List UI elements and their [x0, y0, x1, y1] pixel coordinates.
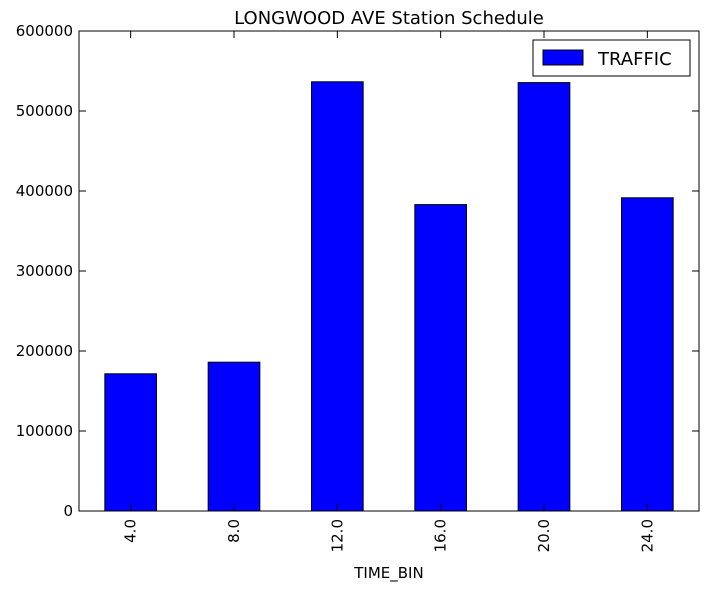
- axes-frame: [78, 30, 700, 512]
- bar-16-0: [414, 204, 468, 512]
- chart-title: LONGWOOD AVE Station Schedule: [234, 8, 544, 29]
- legend-swatch: [542, 49, 584, 66]
- y-tick-label: 400000: [16, 182, 73, 200]
- bar-20-0: [517, 82, 571, 512]
- x-axis-label: TIME_BIN: [353, 564, 423, 583]
- legend-label: TRAFFIC: [597, 49, 672, 70]
- x-tick-label: 8.0: [225, 519, 243, 543]
- y-tick-label: 100000: [16, 422, 73, 440]
- bar-12-0: [311, 81, 364, 512]
- bar-24-0: [621, 197, 674, 512]
- y-tick-label: 0: [63, 502, 73, 520]
- y-tick-label: 600000: [16, 22, 73, 40]
- bar-8-0: [207, 361, 261, 512]
- x-tick-label: 16.0: [432, 519, 450, 552]
- y-tick-label: 200000: [16, 342, 73, 360]
- x-tick-label: 24.0: [638, 519, 656, 552]
- y-tick-label: 500000: [16, 102, 73, 120]
- x-tick-label: 12.0: [328, 519, 346, 552]
- x-tick-label: 20.0: [535, 519, 553, 552]
- x-tick-label: 4.0: [122, 519, 140, 543]
- bar-4-0: [104, 373, 158, 512]
- legend: TRAFFIC: [532, 39, 691, 77]
- plot-area: 0 100000 200000 300000 400000 500000 600000 4.0…: [16, 22, 700, 552]
- y-tick-label: 300000: [16, 262, 73, 280]
